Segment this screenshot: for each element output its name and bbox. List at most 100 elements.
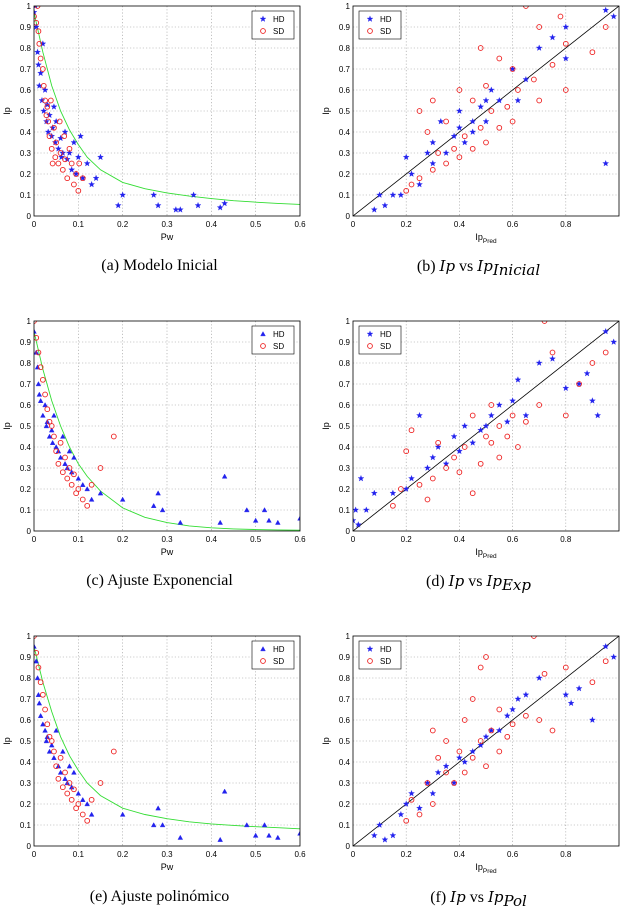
a-hd-point [50,103,58,110]
d-hd-point [389,489,397,497]
d-hd-point [549,355,556,362]
a-hd-point [41,86,49,93]
c-sd-point [84,502,91,509]
f-ytick-label-8: 0.8 [339,674,351,683]
d-hd-point [429,453,437,461]
b-hd-point [397,191,405,198]
b-ytick-label-7: 0.7 [339,65,351,74]
f-grid [353,636,619,846]
a-ytick-label-4: 0.4 [20,128,32,137]
a-y-axis-label: Ip [2,107,12,115]
a-hd-point [38,96,46,104]
b-sd-point [509,118,516,125]
f-hd-point [408,789,415,797]
f-sd-point [523,712,529,719]
e-hd-point [40,721,46,727]
d-legend: HD SD [358,325,402,355]
e-hd-point [34,675,41,681]
d-hd-point [610,338,618,345]
d-hd-point [487,411,495,419]
d-sd-point [435,439,441,446]
e-hd-point [53,727,59,733]
chart-panel-a: 0 0.1 0.2 0.3 0.4 0.5 0.6 0 0.1 0.2 0.3 0.4 0.5 0.6 0.… [0,0,319,300]
f-ytick-label-1: 0.1 [339,821,351,830]
f-sd-point [461,717,468,723]
a-hd-point [176,206,184,213]
d-xtick-label-1: 0.2 [401,535,413,544]
e-legend-label-sd: SD [273,657,284,666]
e-legend-marker-hd [260,646,266,652]
a-sd-point [61,133,67,140]
f-sd-point [483,763,489,770]
e-hd-point [155,805,161,811]
b-sd-point [496,55,503,62]
e-hd-point [88,811,95,817]
e-fit-curve [34,646,300,830]
a-sd-point [48,145,55,152]
f-sd-point [477,738,484,744]
d-hd-point [562,384,570,392]
a-legend-marker-sd [260,28,266,34]
caption-f: (f) Ip vs IpPol [319,888,638,910]
f-series-sd [403,636,609,824]
a-sd-point [57,150,64,156]
f-hd-point [482,733,490,740]
f-hd-point [429,789,437,797]
e-ytick-label-10: 1 [27,632,32,641]
f-hd-point [442,762,450,770]
f-hd-point [416,804,423,812]
c-hd-point [155,490,161,496]
e-y-axis-label: Ip [2,737,12,745]
caption-c-prefix: (c) Ajuste Exponencial [86,572,233,589]
f-hd-point [495,726,503,734]
e-xtick-label-4: 0.4 [206,850,218,859]
e-hd-point [177,834,184,840]
c-hd-point [75,475,82,481]
c-sd-point [79,496,86,503]
f-sd-point [531,636,537,639]
a-hd-point [51,138,59,146]
b-sd-point [531,76,537,83]
c-sd-point [57,439,64,446]
f-sd-point [549,727,556,734]
f-sd-point [461,769,468,776]
c-hd-point [266,517,272,523]
caption-a-prefix: (a) Modelo Inicial [101,257,218,274]
b-series-sd [403,6,609,194]
e-sd-point [66,780,73,786]
e-x-axis-label: Pw [161,862,174,872]
d-sd-point [469,412,476,419]
b-sd-point [483,82,489,89]
a-ytick-label-6: 0.6 [20,86,32,95]
e-xtick-label-1: 0.1 [73,850,85,859]
c-hd-point [177,519,184,525]
e-hd-point [57,769,64,775]
caption-d-var2: Ip [486,572,502,590]
chart-a: 0 0.1 0.2 0.3 0.4 0.5 0.6 0 0.1 0.2 0.3 0.4 0.5 0.6 0.… [2,2,306,242]
b-xtick-label-0: 0 [351,220,356,229]
d-hd-point [402,485,410,492]
f-hd-point [535,674,543,681]
d-ytick-label-1: 0.1 [339,506,351,515]
a-hd-point [58,153,65,161]
a-plot-layer [34,6,300,213]
a-sd-point [76,160,83,167]
a-hd-point [52,117,60,125]
c-hd-point [49,439,56,445]
a-legend: HD SD [251,10,295,40]
d-sd-point [488,402,495,408]
c-sd-point [97,465,104,471]
d-hd-point [583,369,591,377]
e-hd-point [221,788,228,794]
c-ytick-label-1: 0.1 [20,506,32,515]
d-hd-point [442,460,450,467]
b-ytick-label-2: 0.2 [339,170,351,179]
b-hd-point [535,44,543,51]
b-sd-point [536,97,543,104]
b-ytick-label-10: 1 [346,2,351,11]
d-hd-point [456,447,463,455]
d-hd-point [495,401,503,408]
b-sd-point [562,40,569,47]
a-ytick-label-10: 1 [27,2,32,11]
d-hd-point [514,376,522,383]
